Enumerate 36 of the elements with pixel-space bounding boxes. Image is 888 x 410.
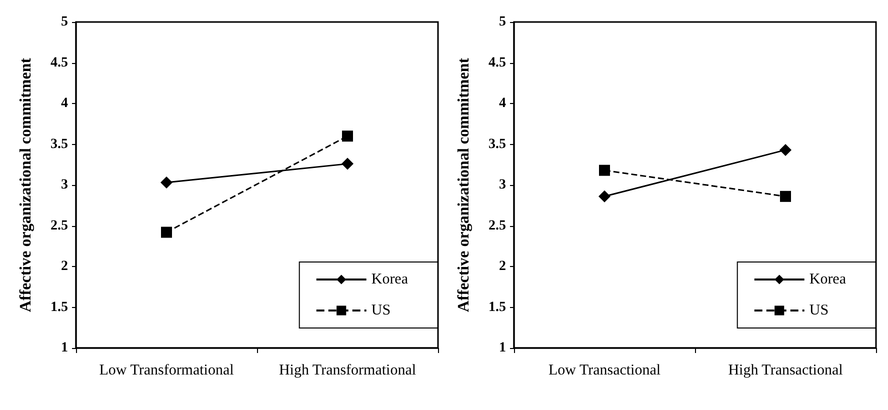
y-tick-label: 3 bbox=[61, 178, 68, 192]
point bbox=[160, 176, 172, 189]
y-tick-label: 2 bbox=[61, 259, 68, 274]
y-tick-label: 1 bbox=[499, 340, 506, 356]
point bbox=[780, 144, 792, 156]
y-tick-label: 1.5 bbox=[488, 300, 506, 315]
y-tick-label: 1.5 bbox=[50, 300, 68, 315]
x-tick-label: Low Transactional bbox=[548, 362, 661, 378]
legend-label: Korea bbox=[371, 272, 408, 288]
y-tick-label: 1 bbox=[61, 340, 68, 356]
y-tick-label: 4.5 bbox=[488, 55, 506, 70]
legend-label: US bbox=[371, 302, 391, 318]
y-tick-label: 2.5 bbox=[50, 218, 68, 234]
point bbox=[598, 190, 610, 202]
point bbox=[599, 164, 610, 176]
y-tick-label: 5 bbox=[61, 14, 68, 30]
point bbox=[161, 226, 172, 238]
y-tick-label: 4 bbox=[499, 96, 506, 111]
x-tick-label: High Transformational bbox=[278, 362, 416, 378]
y-tick-label: 2.5 bbox=[488, 218, 506, 234]
x-tick-label: Low Transformational bbox=[99, 362, 234, 378]
y-axis-title: Affective organizational commitment bbox=[18, 57, 34, 312]
point bbox=[780, 190, 791, 202]
y-tick-label: 4.5 bbox=[50, 55, 68, 70]
y-tick-label: 3.5 bbox=[488, 136, 506, 152]
legend-label: US bbox=[809, 302, 829, 318]
x-tick-label: High Transactional bbox=[728, 362, 843, 378]
point bbox=[342, 158, 354, 170]
y-tick-label: 3.5 bbox=[50, 136, 68, 152]
y-tick-label: 3 bbox=[499, 178, 506, 192]
y-axis-title: Affective organizational commitment bbox=[456, 57, 472, 312]
y-tick-label: 4 bbox=[61, 96, 68, 111]
y-tick-label: 2 bbox=[499, 259, 506, 274]
y-tick-label: 5 bbox=[499, 14, 506, 30]
legend-label: Korea bbox=[809, 272, 846, 288]
point bbox=[342, 130, 353, 142]
